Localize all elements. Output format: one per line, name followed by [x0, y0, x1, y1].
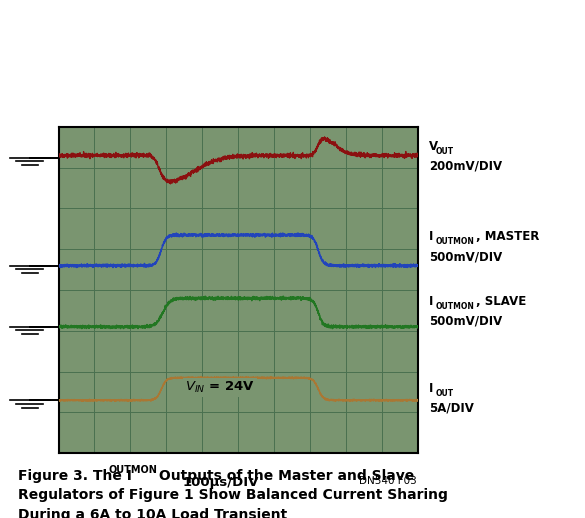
Text: OUT: OUT: [436, 390, 454, 398]
Text: , SLAVE: , SLAVE: [476, 295, 526, 308]
Text: V: V: [429, 139, 438, 153]
Text: Outputs of the Master and Slave: Outputs of the Master and Slave: [154, 469, 414, 483]
Text: , MASTER: , MASTER: [476, 231, 539, 243]
Text: OUTMON: OUTMON: [436, 237, 474, 247]
Text: 5A/DIV: 5A/DIV: [429, 402, 474, 415]
Text: I: I: [429, 231, 433, 243]
Text: OUT: OUT: [436, 147, 454, 156]
Text: $\mathit{V}_{\mathit{IN}}$ = 24V: $\mathit{V}_{\mathit{IN}}$ = 24V: [185, 380, 256, 395]
Text: DN540 F03: DN540 F03: [359, 476, 417, 486]
Text: 100μs/DIV: 100μs/DIV: [182, 476, 259, 488]
Text: 500mV/DIV: 500mV/DIV: [429, 250, 502, 263]
Text: Regulators of Figure 1 Show Balanced Current Sharing: Regulators of Figure 1 Show Balanced Cur…: [18, 488, 448, 502]
Text: OUTMON: OUTMON: [436, 301, 474, 311]
Text: During a 6A to 10A Load Transient: During a 6A to 10A Load Transient: [18, 508, 287, 518]
Text: OUTMON: OUTMON: [108, 465, 157, 475]
Text: 200mV/DIV: 200mV/DIV: [429, 159, 502, 172]
Text: I: I: [429, 382, 433, 395]
Text: I: I: [429, 295, 433, 308]
Text: Figure 3. The I: Figure 3. The I: [18, 469, 132, 483]
Text: 500mV/DIV: 500mV/DIV: [429, 314, 502, 327]
